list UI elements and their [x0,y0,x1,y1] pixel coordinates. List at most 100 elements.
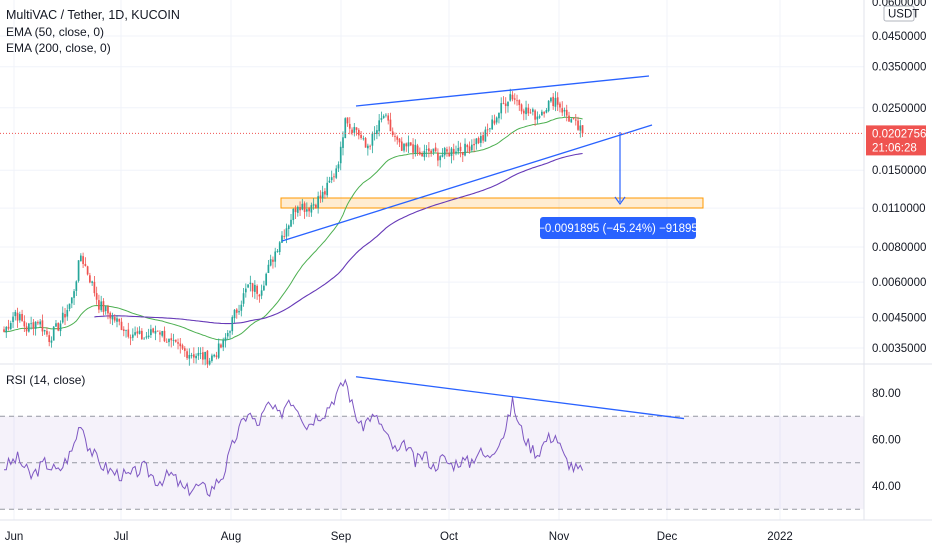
candle-body-149 [339,146,342,164]
candle-body-105 [240,304,243,311]
candle-body-147 [335,168,338,178]
rsi-tick-label-1: 60.00 [872,435,901,447]
x-tick-label-5: Nov [549,531,570,543]
candle-body-126 [287,225,290,230]
candle-body-189 [430,150,432,153]
candle-body-34 [79,255,82,262]
candle-body-132 [301,203,304,210]
candle-body-74 [170,338,173,341]
candle-body-186 [423,150,426,158]
candle-body-254 [577,120,579,130]
candle-body-232 [527,107,530,114]
candle-body-42 [98,300,100,310]
candle-body-135 [308,208,310,212]
candle-body-6 [16,312,19,321]
candle-body-183 [416,145,419,153]
measure-label: −0.0091895 (−45.24%) −91895 [538,223,698,235]
candle-body-98 [224,337,227,342]
candle-body-35 [82,256,84,265]
candle-body-159 [362,138,365,140]
candle-body-4 [12,316,14,323]
candle-body-24 [57,322,60,331]
y-tick-label-6: 0.0060000 [872,277,926,289]
candle-body-207 [470,144,473,151]
candle-body-148 [337,164,340,169]
candle-body-153 [348,123,351,129]
candle-body-199 [452,148,455,154]
trend-lines [281,75,653,242]
y-tick-label-7: 0.0045000 [872,312,926,324]
candle-body-1 [5,327,8,333]
candle-body-245 [556,97,559,105]
candle-body-157 [357,129,360,136]
candle-body-173 [394,135,396,137]
candle-body-12 [30,323,32,325]
candle-body-88 [202,352,204,360]
candle-body-77 [177,342,179,344]
candle-body-211 [480,136,482,143]
x-tick-label-6: Dec [657,531,678,543]
candle-body-21 [50,340,53,343]
x-tick-label-1: Jul [114,531,129,543]
candle-body-11 [28,323,30,332]
candle-body-239 [543,112,545,114]
candle-body-134 [305,209,308,212]
candle-body-175 [398,138,401,143]
candle-body-241 [547,100,550,111]
candle-body-36 [84,263,87,266]
candle-body-229 [520,104,523,112]
candle-body-222 [504,103,507,107]
candle-body-174 [396,136,399,140]
candle-body-58 [134,332,136,335]
candle-body-181 [412,144,414,153]
candle-body-252 [572,118,575,120]
candle-body-176 [400,141,403,151]
candle-body-81 [186,351,188,359]
candle-body-39 [91,281,93,283]
y-tick-label-1: 0.0350000 [872,62,926,74]
candle-body-27 [64,313,66,318]
candle-body-205 [466,145,469,148]
candle-body-184 [418,151,421,155]
candle-body-192 [437,152,439,161]
candle-body-230 [522,110,525,114]
candle-body-85 [195,355,197,359]
candle-body-188 [428,148,430,152]
candle-body-68 [156,330,159,332]
candle-body-52 [120,321,123,331]
candle-body-116 [265,273,268,286]
x-tick-label-2: Aug [221,531,241,543]
candle-body-93 [213,354,216,357]
candle-body-171 [389,119,392,132]
candle-body-190 [432,148,435,152]
candle-body-54 [125,330,127,332]
candle-body-169 [385,114,387,116]
candle-body-203 [461,152,464,155]
candle-body-208 [473,143,475,146]
candle-body-122 [278,242,281,253]
candle-body-51 [118,318,121,322]
candle-body-53 [122,329,125,331]
candle-body-178 [405,143,408,147]
candle-body-104 [238,311,240,313]
candle-body-63 [145,336,148,338]
candle-body-137 [312,204,315,206]
candle-body-150 [342,137,344,148]
candle-body-152 [346,117,349,124]
x-tick-label-7: 2022 [767,531,793,543]
candle-body-119 [272,259,274,262]
candle-body-50 [116,318,118,322]
candle-body-44 [102,301,105,312]
candle-body-233 [529,112,532,114]
candle-body-228 [518,100,521,106]
candle-body-43 [100,301,103,311]
candles [3,88,584,368]
support-zone-rect [280,197,704,209]
current-price-label: 0.0202756 [872,128,926,140]
candle-body-57 [131,334,134,338]
candle-body-136 [310,205,313,213]
candle-body-200 [455,151,457,154]
candle-body-193 [439,156,442,161]
candle-body-79 [181,345,184,349]
candle-body-204 [464,143,466,156]
